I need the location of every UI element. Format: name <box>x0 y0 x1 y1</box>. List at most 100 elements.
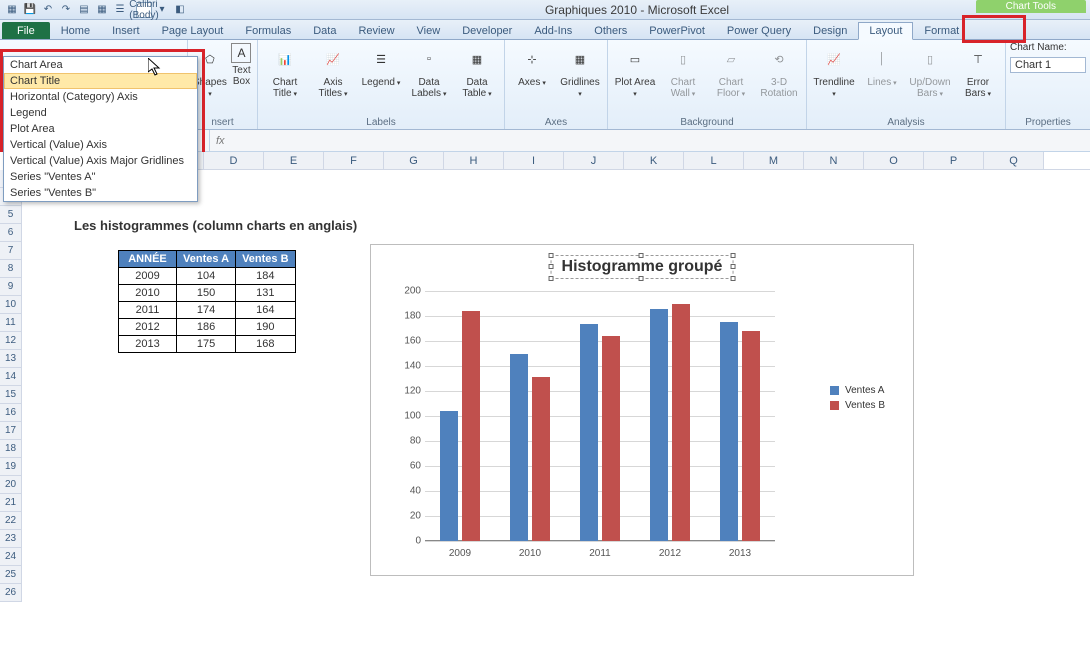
tab-file[interactable]: File <box>2 22 50 39</box>
column-header[interactable]: N <box>804 152 864 169</box>
chart-bar[interactable] <box>672 304 690 542</box>
tab-powerpivot[interactable]: PowerPivot <box>638 22 716 39</box>
data-labels-button[interactable]: ▫Data Labels <box>406 42 452 100</box>
row-header[interactable]: 8 <box>0 260 22 278</box>
row-header[interactable]: 6 <box>0 224 22 242</box>
chart-bar[interactable] <box>720 322 738 541</box>
tab-data[interactable]: Data <box>302 22 347 39</box>
legend-item[interactable]: Ventes A <box>830 385 885 396</box>
chart-title[interactable]: Histogramme groupé <box>551 255 734 279</box>
dropdown-item[interactable]: Vertical (Value) Axis <box>4 137 197 153</box>
error-bars-button[interactable]: ⊤Error Bars <box>955 42 1001 100</box>
tab-home[interactable]: Home <box>50 22 101 39</box>
chart-bar[interactable] <box>462 311 480 541</box>
chart-bar[interactable] <box>440 411 458 541</box>
row-header[interactable]: 13 <box>0 350 22 368</box>
column-header[interactable]: L <box>684 152 744 169</box>
dropdown-item[interactable]: Plot Area <box>4 121 197 137</box>
row-header[interactable]: 26 <box>0 584 22 602</box>
chart-bar[interactable] <box>510 354 528 542</box>
dropdown-item[interactable]: Horizontal (Category) Axis <box>4 89 197 105</box>
chart-bar[interactable] <box>602 336 620 541</box>
chart-bar[interactable] <box>532 377 550 541</box>
row-header[interactable]: 19 <box>0 458 22 476</box>
qat-icon[interactable]: ◧ <box>172 2 188 18</box>
tab-review[interactable]: Review <box>347 22 405 39</box>
row-header[interactable]: 14 <box>0 368 22 386</box>
chart-bar[interactable] <box>580 324 598 542</box>
column-header[interactable]: Q <box>984 152 1044 169</box>
tab-formulas[interactable]: Formulas <box>234 22 302 39</box>
fx-label[interactable]: fx <box>210 135 231 147</box>
tab-developer[interactable]: Developer <box>451 22 523 39</box>
row-header[interactable]: 16 <box>0 404 22 422</box>
tab-view[interactable]: View <box>406 22 452 39</box>
trendline-button[interactable]: 📈Trendline <box>811 42 857 100</box>
row-header[interactable]: 11 <box>0 314 22 332</box>
row-header[interactable]: 12 <box>0 332 22 350</box>
chart-element-dropdown[interactable]: Chart AreaChart TitleHorizontal (Categor… <box>3 56 198 202</box>
qat-icon[interactable]: ☰ <box>112 2 128 18</box>
dropdown-item[interactable]: Chart Title <box>4 73 197 89</box>
column-header[interactable]: P <box>924 152 984 169</box>
tab-layout[interactable]: Layout <box>858 22 913 40</box>
column-header[interactable]: K <box>624 152 684 169</box>
chart-bar[interactable] <box>742 331 760 541</box>
row-header[interactable]: 25 <box>0 566 22 584</box>
dropdown-item[interactable]: Legend <box>4 105 197 121</box>
column-header[interactable]: D <box>204 152 264 169</box>
dropdown-item[interactable]: Chart Area <box>4 57 197 73</box>
dropdown-item[interactable]: Series "Ventes B" <box>4 185 197 201</box>
chart-legend[interactable]: Ventes A Ventes B <box>830 381 885 415</box>
chart-bar[interactable] <box>650 309 668 542</box>
qat-icon[interactable]: ▦ <box>94 2 110 18</box>
row-header[interactable]: 9 <box>0 278 22 296</box>
dropdown-item[interactable]: Vertical (Value) Axis Major Gridlines <box>4 153 197 169</box>
save-icon[interactable]: 💾 <box>22 2 38 18</box>
worksheet[interactable]: CDEFGHIJKLMNOPQ 345678910111213141516171… <box>0 152 1090 650</box>
legend-item[interactable]: Ventes B <box>830 400 885 411</box>
dropdown-item[interactable]: Series "Ventes A" <box>4 169 197 185</box>
row-header[interactable]: 18 <box>0 440 22 458</box>
axis-titles-button[interactable]: 📈Axis Titles <box>310 42 356 100</box>
qat-icon[interactable]: ▤ <box>76 2 92 18</box>
row-header[interactable]: 7 <box>0 242 22 260</box>
column-header[interactable]: E <box>264 152 324 169</box>
chart-title-button[interactable]: 📊Chart Title <box>262 42 308 100</box>
row-header[interactable]: 17 <box>0 422 22 440</box>
font-selector[interactable]: Calibri (Body) <box>136 2 152 18</box>
column-header[interactable]: O <box>864 152 924 169</box>
legend-button[interactable]: ☰Legend <box>358 42 404 89</box>
chart-name-input[interactable]: Chart 1 <box>1010 57 1086 73</box>
undo-icon[interactable]: ↶ <box>40 2 56 18</box>
tab-others[interactable]: Others <box>583 22 638 39</box>
column-header[interactable]: F <box>324 152 384 169</box>
tab-insert[interactable]: Insert <box>101 22 151 39</box>
tab-design[interactable]: Design <box>802 22 858 39</box>
row-header[interactable]: 21 <box>0 494 22 512</box>
axes-button[interactable]: ⊹Axes <box>509 42 555 89</box>
chart-object[interactable]: Histogramme groupé 020406080100120140160… <box>370 244 914 576</box>
redo-icon[interactable]: ↷ <box>58 2 74 18</box>
row-header[interactable]: 20 <box>0 476 22 494</box>
row-header[interactable]: 24 <box>0 548 22 566</box>
tab-addins[interactable]: Add-Ins <box>523 22 583 39</box>
column-header[interactable]: J <box>564 152 624 169</box>
column-header[interactable]: I <box>504 152 564 169</box>
chart-plot-area[interactable]: 0204060801001201401601802002009201020112… <box>425 291 775 541</box>
column-header[interactable]: G <box>384 152 444 169</box>
row-header[interactable]: 22 <box>0 512 22 530</box>
row-header[interactable]: 10 <box>0 296 22 314</box>
data-table-button[interactable]: ▦Data Table <box>454 42 500 100</box>
textbox-button[interactable]: AText Box <box>230 42 253 88</box>
row-header[interactable]: 5 <box>0 206 22 224</box>
tab-powerquery[interactable]: Power Query <box>716 22 802 39</box>
gridlines-button[interactable]: ▦Gridlines <box>557 42 603 100</box>
row-header[interactable]: 15 <box>0 386 22 404</box>
qat-dropdown-icon[interactable]: ▾ <box>154 2 170 18</box>
row-header[interactable]: 23 <box>0 530 22 548</box>
cells-area[interactable]: lecromasque.com Les histogrammes (column… <box>22 170 1090 650</box>
column-header[interactable]: H <box>444 152 504 169</box>
tab-page-layout[interactable]: Page Layout <box>151 22 235 39</box>
plot-area-button[interactable]: ▭Plot Area <box>612 42 658 100</box>
